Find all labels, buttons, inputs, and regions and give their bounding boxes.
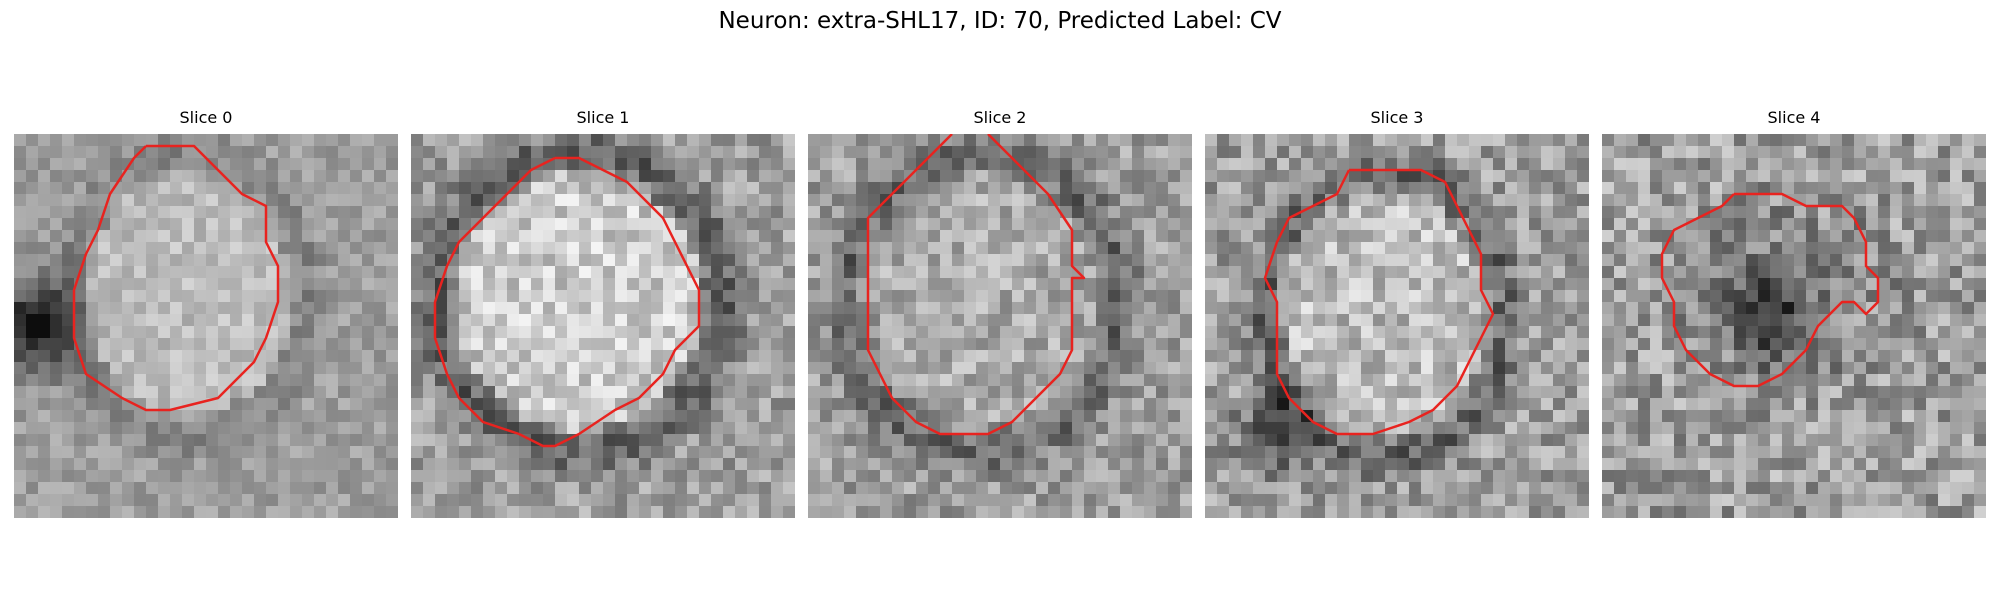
slice-image-3 xyxy=(1205,134,1589,518)
slice-panel-4: Slice 4 xyxy=(1602,108,1986,520)
slice-image-2 xyxy=(808,134,1192,518)
segmentation-contour xyxy=(1660,192,1880,388)
segmentation-contour xyxy=(433,156,701,448)
slice-panel-0: Slice 0 xyxy=(14,108,398,520)
pixel-grid xyxy=(1602,134,1986,518)
slice-title: Slice 4 xyxy=(1767,108,1821,127)
slice-panel-1: Slice 1 xyxy=(411,108,795,520)
slice-panel-2: Slice 2 xyxy=(808,108,1192,520)
pixel-grid xyxy=(411,134,795,518)
figure-title: Neuron: extra-SHL17, ID: 70, Predicted L… xyxy=(718,8,1282,34)
segmentation-contour xyxy=(72,144,280,412)
slice-image-1 xyxy=(411,134,795,518)
slice-image-4 xyxy=(1602,134,1986,518)
slice-title: Slice 3 xyxy=(1370,108,1424,127)
pixel-grid xyxy=(808,134,1192,518)
segmentation-contour xyxy=(866,134,1086,436)
slice-title: Slice 2 xyxy=(973,108,1027,127)
pixel-grid xyxy=(14,134,398,518)
slice-title: Slice 1 xyxy=(576,108,630,127)
slice-title: Slice 0 xyxy=(179,108,233,127)
pixel-grid xyxy=(1205,134,1589,518)
slice-panel-3: Slice 3 xyxy=(1205,108,1589,520)
slice-image-0 xyxy=(14,134,398,518)
segmentation-contour xyxy=(1263,168,1495,436)
